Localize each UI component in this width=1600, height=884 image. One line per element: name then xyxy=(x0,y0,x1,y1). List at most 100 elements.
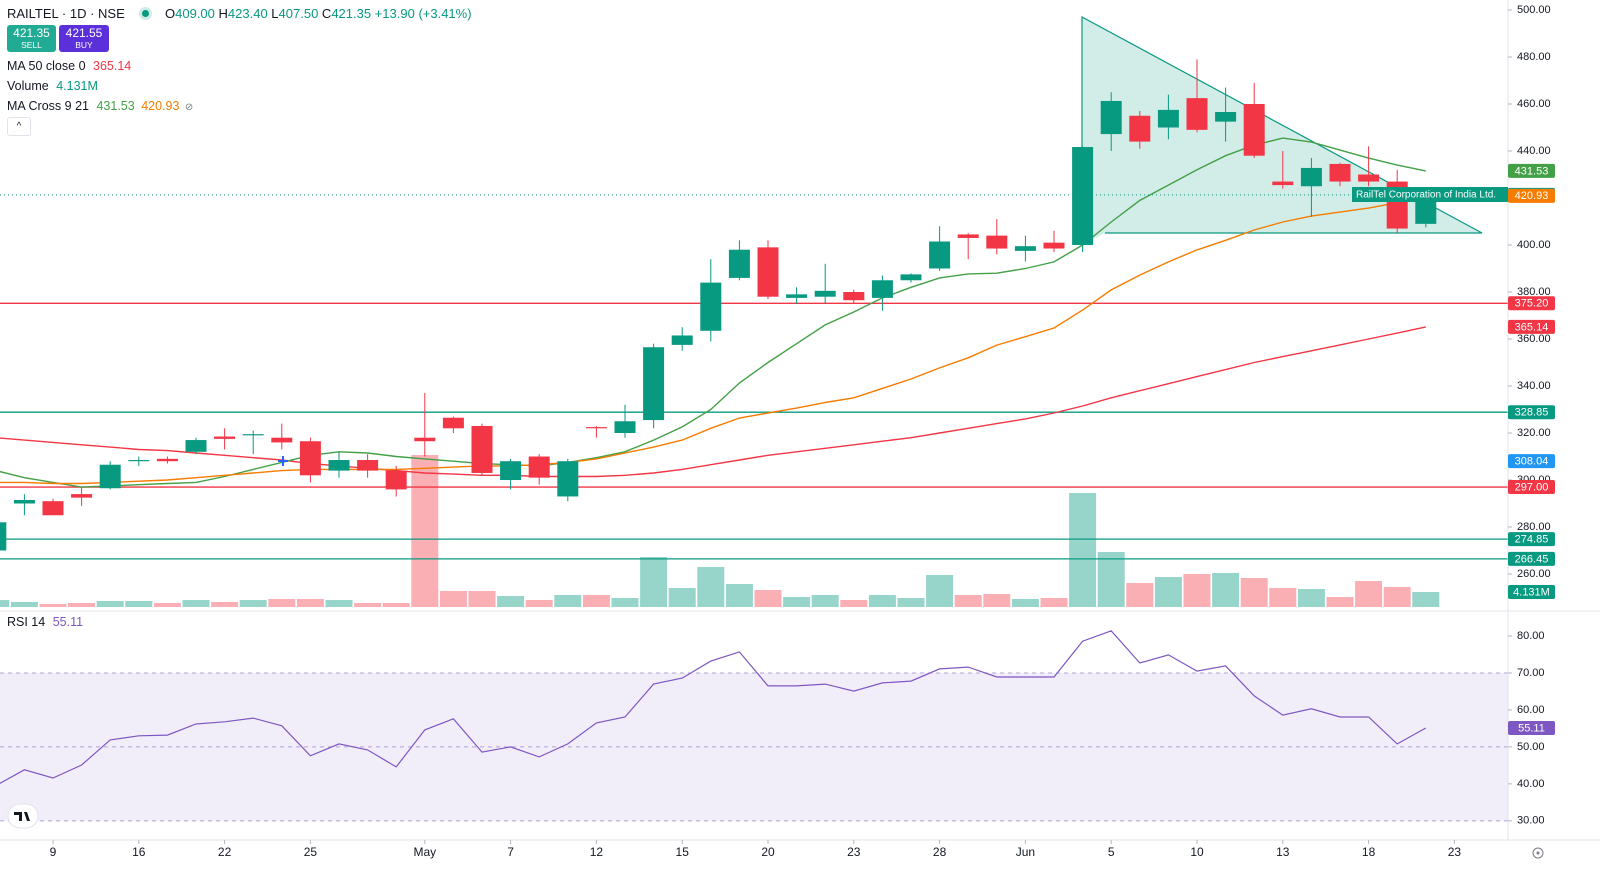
volume-bar xyxy=(1154,577,1182,607)
volume-bar xyxy=(96,601,124,607)
y-tick-label: 460.00 xyxy=(1517,98,1551,110)
ohlc-key: O xyxy=(165,6,176,21)
candle-body xyxy=(728,249,750,278)
volume-bar xyxy=(983,594,1011,607)
hidden-icon[interactable]: ⊘ xyxy=(184,102,194,113)
indicator-name: MA 50 close 0 xyxy=(7,59,86,73)
indicator-value: 431.53 xyxy=(96,99,135,113)
settings-circle[interactable] xyxy=(1532,847,1544,859)
volume-bar xyxy=(725,584,753,607)
candle-body xyxy=(957,234,979,238)
volume-bar xyxy=(554,594,582,607)
price-label-text: 308.04 xyxy=(1515,456,1549,468)
candle-body xyxy=(42,501,64,516)
buy-button[interactable]: 421.55 BUY xyxy=(59,25,109,52)
buy-price[interactable]: 421.55 xyxy=(65,26,103,40)
y-tick-label: 50.00 xyxy=(1517,741,1545,753)
volume-bar xyxy=(1126,582,1154,607)
price-label-text: 420.93 xyxy=(1515,190,1549,202)
candle-body xyxy=(1129,115,1151,142)
candle-body xyxy=(843,292,865,301)
volume-bar xyxy=(1355,581,1383,607)
candle-body xyxy=(1415,194,1437,224)
indicator-legend: MA 50 close 0 365.14 xyxy=(7,59,131,73)
price-label-box xyxy=(1508,188,1555,203)
x-tick-label: 15 xyxy=(676,845,690,859)
change: +13.90 (+3.41%) xyxy=(374,6,472,21)
ohlc-value: 409.00 xyxy=(175,6,215,21)
candle-body xyxy=(1043,242,1065,249)
indicator-value: 4.131M xyxy=(56,79,98,93)
x-tick-label: 16 xyxy=(132,845,146,859)
ohlc-low: L407.50 xyxy=(271,6,318,21)
collapse-button[interactable]: ^ xyxy=(7,117,31,136)
volume-bar xyxy=(897,597,925,607)
candle-body xyxy=(929,241,951,269)
y-tick-label: 400.00 xyxy=(1517,239,1551,251)
volume-bar xyxy=(439,591,467,607)
candle-body xyxy=(1300,167,1322,187)
ohlc-close: C421.35 xyxy=(322,6,371,21)
volume-label-text: 4.131M xyxy=(1513,586,1550,598)
candle-body xyxy=(1329,163,1351,182)
volume-bar xyxy=(1297,589,1325,607)
candle-body xyxy=(99,464,121,489)
x-tick-label: 18 xyxy=(1362,845,1376,859)
background-layer xyxy=(0,672,1508,822)
rsi-legend: RSI 14 55.11 xyxy=(7,615,83,629)
candle-body xyxy=(471,425,493,473)
tv-logo xyxy=(7,803,39,829)
volume-bar xyxy=(611,597,639,607)
x-tick-label: 13 xyxy=(1276,845,1290,859)
symbol-legend: RAILTEL · 1D · NSE O409.00 H423.40 L407.… xyxy=(7,6,472,21)
sell-price[interactable]: 421.35 xyxy=(13,26,50,40)
y-tick-label: 40.00 xyxy=(1517,778,1545,790)
settings-dot[interactable] xyxy=(1536,851,1540,855)
volume-label-box xyxy=(1508,585,1555,600)
volume-bar xyxy=(239,599,267,607)
volume-bar xyxy=(211,602,239,607)
rsi-pane xyxy=(0,630,1427,785)
x-tick-label: 20 xyxy=(761,845,775,859)
candle-body xyxy=(643,347,665,421)
sell-label[interactable]: SELL xyxy=(21,40,42,50)
candle-body xyxy=(900,274,922,281)
candle-body xyxy=(1186,98,1208,130)
hline-label-text: 328.85 xyxy=(1515,407,1549,419)
volume-bar xyxy=(668,587,696,607)
volume-bar xyxy=(354,602,382,607)
y-tick-label: 480.00 xyxy=(1517,51,1551,63)
axes: 500.00480.00460.00440.00420.00400.00380.… xyxy=(0,0,1600,859)
price-label-box xyxy=(1508,163,1555,178)
candle-body xyxy=(786,294,808,298)
price-label-text: 365.14 xyxy=(1515,321,1549,333)
volume-bar xyxy=(840,599,868,607)
indicator-name: Volume xyxy=(7,79,49,93)
y-tick-label: 380.00 xyxy=(1517,286,1551,298)
x-tick-label: 25 xyxy=(304,845,318,859)
volume-bar xyxy=(1240,577,1268,607)
buy-label[interactable]: BUY xyxy=(75,40,93,50)
settings-icon[interactable] xyxy=(1532,847,1544,859)
volume-bar xyxy=(926,574,954,607)
volume-bar xyxy=(783,597,811,607)
volume-bar xyxy=(1040,597,1068,607)
sell-button[interactable]: 421.35 SELL xyxy=(7,25,56,52)
hline-label-box xyxy=(1508,296,1555,311)
candle-body xyxy=(614,421,636,434)
candle-body xyxy=(299,441,321,476)
y-tick-label: 80.00 xyxy=(1517,630,1545,642)
candle-body xyxy=(500,461,522,481)
volume-bar xyxy=(640,557,668,607)
alert-marker xyxy=(278,456,288,466)
status-dot xyxy=(142,10,150,17)
ohlc-value: 407.50 xyxy=(278,6,319,21)
price-label-text: 431.53 xyxy=(1515,165,1549,177)
candle-body xyxy=(585,427,607,429)
volume-bar xyxy=(68,602,96,607)
candle-body xyxy=(414,437,436,442)
candle-body xyxy=(71,494,93,498)
candle-body xyxy=(1215,112,1237,122)
